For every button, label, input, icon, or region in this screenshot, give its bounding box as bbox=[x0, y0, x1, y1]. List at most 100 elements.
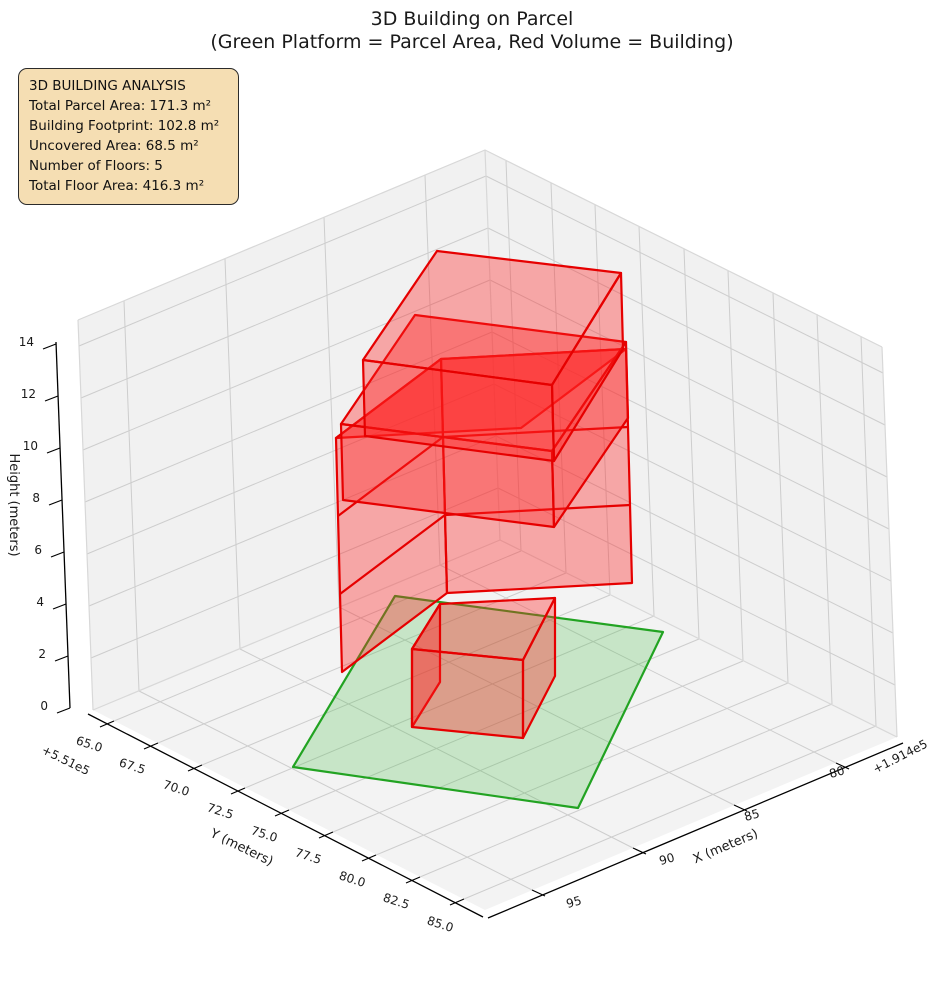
gridline-left-wall-z bbox=[88, 435, 497, 607]
z-tick-mark bbox=[46, 447, 61, 454]
y-tick-label: 75.0 bbox=[249, 823, 279, 845]
z-tick-mark bbox=[42, 343, 57, 350]
x-tick-label: 90 bbox=[658, 850, 677, 868]
gridline-right-wall-z bbox=[489, 279, 888, 478]
analysis-info-box: 3D BUILDING ANALYSIS Total Parcel Area: … bbox=[18, 68, 239, 205]
axis-spines bbox=[55, 341, 904, 919]
z-tick-mark bbox=[56, 707, 71, 714]
y-tick-mark bbox=[230, 787, 246, 795]
gridline-right-wall-z bbox=[497, 487, 896, 686]
gridline-floor-y bbox=[113, 550, 522, 722]
z-tick-label: 6 bbox=[34, 543, 42, 557]
pane-back-corner-edge bbox=[484, 149, 501, 541]
y-tick-label: 85.0 bbox=[425, 913, 455, 935]
gridline-floor-y bbox=[419, 703, 833, 878]
z-tick-label: 8 bbox=[32, 491, 40, 505]
x-tick-label: 95 bbox=[565, 893, 584, 911]
plot-subtitle: (Green Platform = Parcel Area, Red Volum… bbox=[210, 31, 734, 53]
x-tick-mark bbox=[835, 762, 850, 770]
gridline-left-wall-x bbox=[323, 216, 340, 608]
building-face-right-floor5 bbox=[550, 271, 625, 463]
tick-marks bbox=[42, 343, 850, 906]
y-axis-spine bbox=[87, 713, 484, 918]
z-tick-label: 10 bbox=[23, 439, 38, 453]
gridline-left-wall-z bbox=[78, 175, 487, 347]
plot-title: 3D Building on Parcel bbox=[370, 8, 574, 30]
gridline-right-wall-y bbox=[683, 248, 700, 640]
gridline-right-wall-y bbox=[638, 225, 655, 617]
y-tick-label: 77.5 bbox=[293, 845, 323, 867]
y-tick-mark bbox=[143, 742, 159, 750]
info-box-footprint: Building Footprint: 102.8 m² bbox=[29, 118, 220, 134]
y-tick-label: 65.0 bbox=[74, 733, 104, 755]
info-box-uncovered: Uncovered Area: 68.5 m² bbox=[29, 138, 199, 154]
y-tick-mark bbox=[274, 809, 290, 817]
gridline-right-wall-z bbox=[491, 331, 890, 530]
gridline-left-wall-z bbox=[90, 487, 499, 659]
info-box-floor-area: Total Floor Area: 416.3 m² bbox=[29, 178, 205, 194]
z-tick-mark bbox=[52, 603, 67, 610]
gridline-floor-y bbox=[463, 725, 877, 900]
gridline-left-wall-z bbox=[86, 383, 495, 555]
y-tick-label: 67.5 bbox=[117, 755, 147, 777]
pane-right-outer-edge bbox=[881, 346, 898, 738]
z-tick-labels: 0 2 4 6 8 10 12 14 Height (meters) bbox=[6, 335, 48, 713]
gridline-left-wall-x bbox=[224, 258, 241, 650]
gridline-right-wall-z bbox=[493, 383, 892, 582]
x-tick-label: 85 bbox=[743, 806, 762, 824]
title-block: 3D Building on Parcel (Green Platform = … bbox=[0, 8, 944, 54]
x-axis-spine bbox=[487, 742, 904, 919]
z-tick-label: 4 bbox=[36, 595, 44, 609]
gridline-floor-y bbox=[244, 615, 655, 789]
building-face-right-floor4 bbox=[550, 340, 630, 529]
z-tick-label: 2 bbox=[38, 647, 46, 661]
y-tick-mark bbox=[449, 898, 465, 906]
x-axis-label: X (meters) bbox=[691, 826, 760, 867]
x-tick-mark bbox=[632, 847, 647, 855]
gridline-floor-y bbox=[375, 682, 789, 856]
y-tick-label: 82.5 bbox=[381, 890, 411, 912]
z-axis-spine bbox=[55, 341, 71, 709]
building-face-right-tab bbox=[521, 596, 557, 740]
y-tick-label: 70.0 bbox=[161, 777, 191, 799]
z-tick-mark bbox=[48, 499, 63, 506]
building-face-front-tab bbox=[410, 647, 525, 740]
x-tick-mark bbox=[531, 889, 546, 897]
pane-floor-back-left-edge bbox=[92, 539, 501, 711]
pane-left-wall bbox=[78, 150, 500, 710]
gridline-right-wall-z bbox=[487, 227, 886, 426]
y-tick-mark bbox=[405, 876, 421, 884]
z-tick-label: 12 bbox=[21, 387, 36, 401]
grid bbox=[78, 160, 896, 900]
gridline-right-wall-y bbox=[860, 335, 877, 727]
building-ground-extension bbox=[410, 596, 557, 740]
z-tick-mark bbox=[44, 395, 59, 402]
gridline-floor-y bbox=[332, 660, 744, 833]
x-tick-mark bbox=[733, 804, 748, 812]
building-floor-5 bbox=[361, 249, 625, 463]
building-floor-4 bbox=[339, 313, 630, 529]
gridline-left-wall-z bbox=[82, 279, 491, 451]
pane-left-outer-edge bbox=[77, 319, 94, 711]
gridline-right-wall-z bbox=[495, 435, 894, 634]
gridline-right-wall-z bbox=[485, 175, 884, 374]
gridline-floor-y bbox=[288, 638, 700, 811]
z-tick-label: 14 bbox=[19, 335, 34, 349]
z-tick-mark bbox=[54, 655, 69, 662]
y-tick-mark bbox=[187, 764, 203, 772]
x-tick-label: 80 bbox=[828, 763, 847, 781]
pane-edges bbox=[77, 149, 898, 738]
parcel-platform bbox=[291, 594, 665, 810]
info-box-heading: 3D BUILDING ANALYSIS bbox=[29, 78, 186, 94]
gridline-right-wall-y bbox=[816, 313, 833, 705]
info-box-parcel-area: Total Parcel Area: 171.3 m² bbox=[29, 98, 212, 114]
gridline-right-wall-y bbox=[727, 270, 744, 662]
y-tick-label: 80.0 bbox=[337, 868, 367, 890]
info-box-floors: Number of Floors: 5 bbox=[29, 158, 163, 174]
y-tick-mark bbox=[318, 831, 334, 839]
y-tick-mark bbox=[99, 720, 115, 728]
gridline-right-wall-y bbox=[772, 292, 789, 684]
gridline-left-wall-x bbox=[123, 300, 140, 692]
pane-floor-back-right-edge bbox=[499, 539, 898, 738]
